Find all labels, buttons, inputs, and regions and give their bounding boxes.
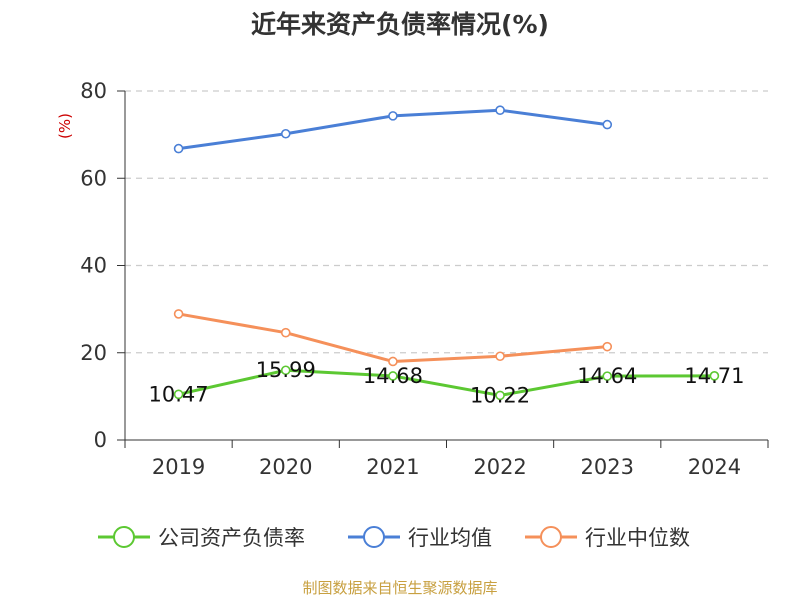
data-point [173,389,184,400]
x-tick-label: 2019 [152,455,205,479]
legend-swatch-marker [113,526,135,548]
data-label: 14.64 [577,364,637,388]
data-point [173,143,184,154]
legend-swatch-marker [540,526,562,548]
x-tick-label: 2021 [366,455,419,479]
y-tick-label: 40 [80,254,107,278]
legend-item-3[interactable]: 行业中位数 [525,526,690,550]
data-label: 10.22 [470,383,530,407]
y-tick-label: 0 [94,428,107,452]
data-label: 14.71 [684,364,744,388]
legend-swatch-marker [363,526,385,548]
data-point [388,371,398,381]
data-point [495,390,505,401]
y-tick-label: 20 [80,341,107,365]
data-point [280,128,291,139]
data-point [602,371,613,381]
x-tick-label: 2020 [259,455,312,479]
data-label: 15.99 [256,358,316,382]
y-axis-label: (%) [56,113,74,139]
data-point [495,351,505,362]
data-label: 14.68 [363,364,423,388]
grid [125,90,768,354]
data-label: 10.47 [149,382,209,406]
axes: 0 20 40 60 80 2019 2020 2021 2022 2023 2024 [80,79,769,479]
data-point [173,309,184,319]
series-1: 10.47 15.99 14.68 10.22 14.64 14.71 [149,358,745,407]
series-2 [173,105,613,154]
data-point [602,341,613,352]
x-tick-label: 2024 [688,455,741,479]
data-point [280,365,291,376]
series-3 [173,309,613,367]
data-point [388,356,398,367]
y-tick-label: 60 [80,166,107,190]
legend-item-2[interactable]: 行业均值 [348,526,492,550]
series-layer: 10.47 15.99 14.68 10.22 14.64 14.71 [149,105,745,407]
data-point [280,327,291,338]
legend-label: 行业均值 [408,526,492,550]
series-line [178,312,608,363]
series-line [178,368,715,397]
legend-item-1[interactable]: 公司资产负债率 [98,526,305,550]
data-point [388,111,398,121]
source-note: 制图数据来自恒生聚源数据库 [302,579,497,597]
data-point [495,105,505,115]
legend-label: 公司资产负债率 [158,526,305,550]
data-point [602,119,613,130]
chart-title: 近年来资产负债率情况(%) [251,10,549,39]
data-point [709,371,720,381]
x-tick-label: 2022 [473,455,526,479]
y-tick-label: 80 [80,79,107,103]
legend-label: 行业中位数 [585,526,690,550]
legend[interactable]: 公司资产负债率 行业均值 行业中位数 [98,526,690,550]
x-tick-label: 2023 [581,455,634,479]
